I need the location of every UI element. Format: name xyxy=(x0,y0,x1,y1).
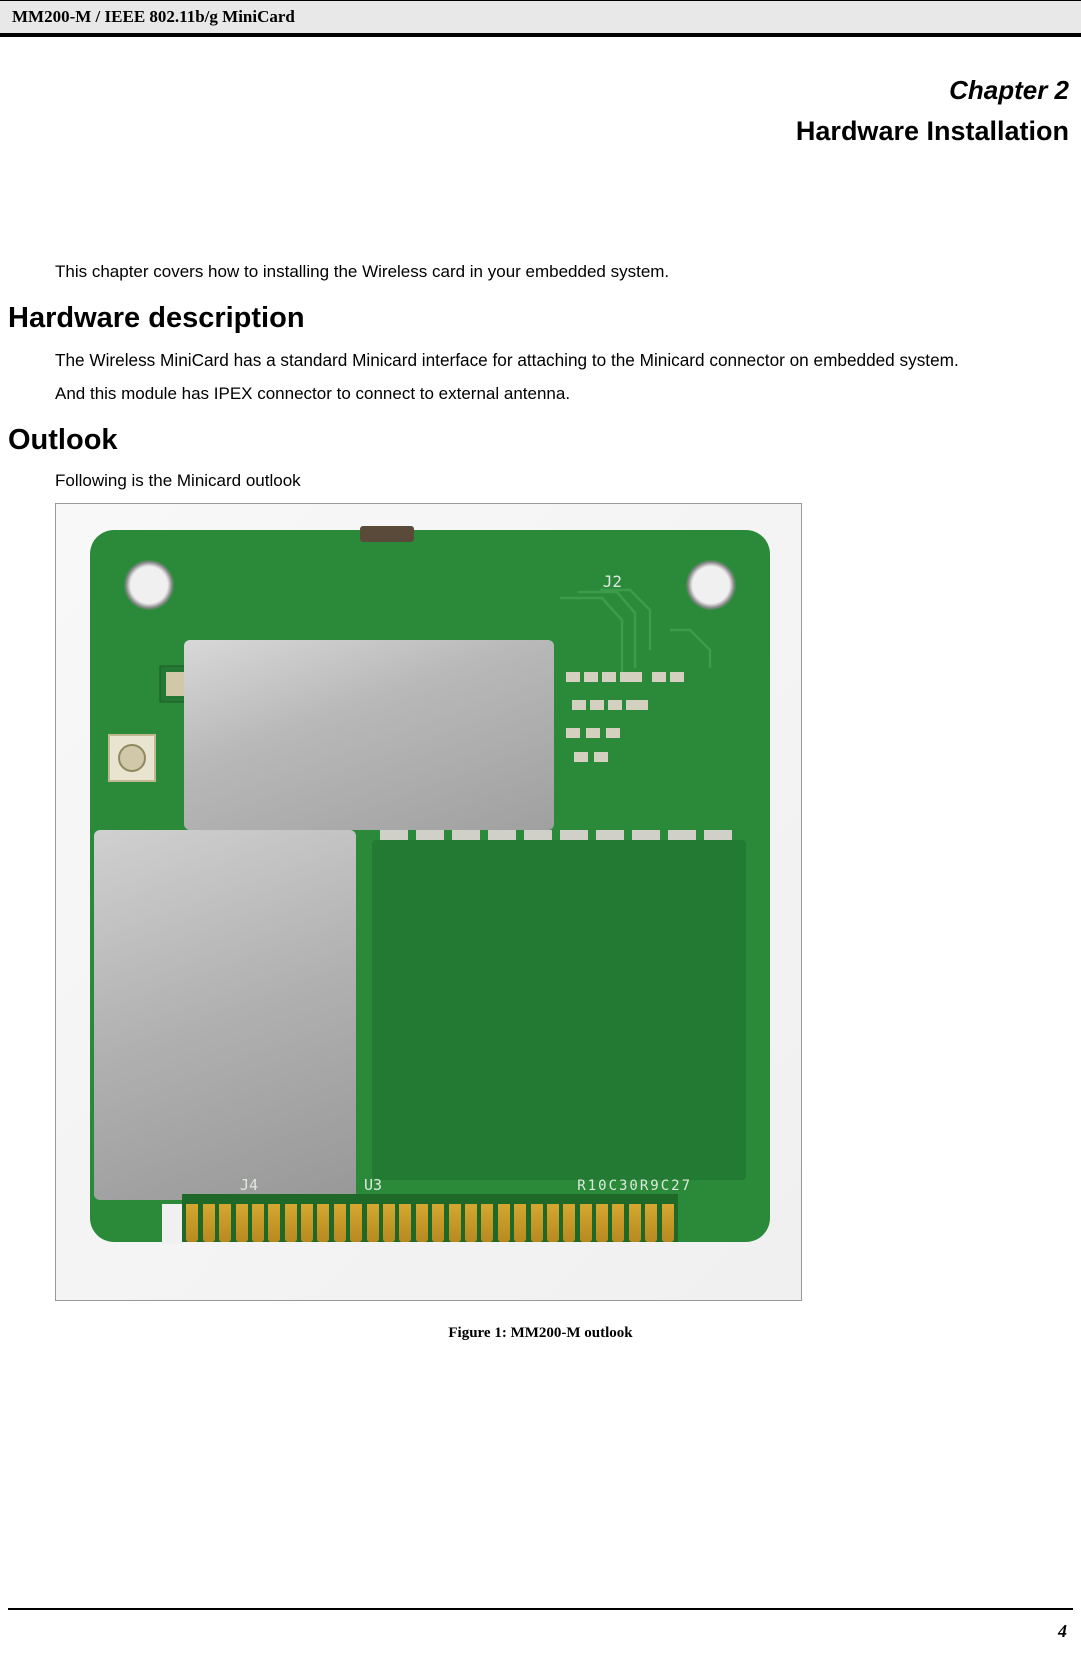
rf-shield-bottom xyxy=(94,830,356,1200)
gold-pin xyxy=(580,1204,592,1242)
header-rule xyxy=(0,34,1081,37)
gold-pin xyxy=(252,1204,264,1242)
pcb-board: J2 J4 U3 R10C30R9C27 xyxy=(90,530,770,1242)
figure-minicard-photo: J2 J4 U3 R10C30R9C27 xyxy=(55,503,802,1301)
gold-pin xyxy=(531,1204,543,1242)
screw-hole-right xyxy=(680,554,742,616)
header-title: MM200-M / IEEE 802.11b/g MiniCard xyxy=(12,7,295,26)
gold-pin xyxy=(203,1204,215,1242)
gold-pin xyxy=(432,1204,444,1242)
edge-connector xyxy=(182,1194,678,1242)
intro-paragraph: This chapter covers how to installing th… xyxy=(55,262,1069,282)
gold-pin xyxy=(498,1204,510,1242)
gold-pin xyxy=(563,1204,575,1242)
gold-pin xyxy=(465,1204,477,1242)
gold-pin xyxy=(186,1204,198,1242)
gold-pin xyxy=(301,1204,313,1242)
gold-pin xyxy=(416,1204,428,1242)
silkscreen-label-j4: J4 xyxy=(240,1176,258,1194)
main-chip-area xyxy=(372,840,746,1180)
document-header: MM200-M / IEEE 802.11b/g MiniCard xyxy=(0,0,1081,34)
section-heading-outlook: Outlook xyxy=(8,424,1081,457)
gold-pin xyxy=(449,1204,461,1242)
page-number: 4 xyxy=(1058,1621,1067,1642)
hardware-paragraph-1: The Wireless MiniCard has a standard Min… xyxy=(55,349,1069,372)
gold-pin xyxy=(399,1204,411,1242)
gold-pin xyxy=(645,1204,657,1242)
silkscreen-label-u3: U3 xyxy=(364,1176,382,1194)
silkscreen-label-j2: J2 xyxy=(603,572,622,591)
gold-pin xyxy=(629,1204,641,1242)
gold-pin xyxy=(317,1204,329,1242)
ipex-connector xyxy=(108,734,156,782)
gold-pin xyxy=(367,1204,379,1242)
rf-shield-top xyxy=(184,640,554,830)
gold-pin xyxy=(219,1204,231,1242)
smd-component-cluster xyxy=(566,672,706,782)
gold-pin xyxy=(334,1204,346,1242)
gold-pin xyxy=(268,1204,280,1242)
gold-pin xyxy=(350,1204,362,1242)
chapter-subtitle: Hardware Installation xyxy=(0,116,1069,147)
silkscreen-label-components: R10C30R9C27 xyxy=(577,1178,692,1194)
footer-rule xyxy=(8,1608,1073,1610)
gold-pin xyxy=(612,1204,624,1242)
gold-pin xyxy=(481,1204,493,1242)
figure-caption: Figure 1: MM200-M outlook xyxy=(0,1325,1081,1342)
gold-pin xyxy=(236,1204,248,1242)
screw-hole-left xyxy=(118,554,180,616)
chapter-title: Chapter 2 xyxy=(0,75,1069,106)
hardware-paragraph-2: And this module has IPEX connector to co… xyxy=(55,384,1069,404)
gold-pin xyxy=(662,1204,674,1242)
outlook-paragraph: Following is the Minicard outlook xyxy=(55,471,1069,491)
gold-pin xyxy=(383,1204,395,1242)
pcb-notch-left xyxy=(162,1204,182,1244)
section-heading-hardware: Hardware description xyxy=(8,302,1081,335)
top-connector xyxy=(360,526,414,542)
ipex-connector-inner xyxy=(118,744,146,772)
gold-pin xyxy=(547,1204,559,1242)
gold-pin xyxy=(514,1204,526,1242)
gold-pin xyxy=(596,1204,608,1242)
gold-pin xyxy=(285,1204,297,1242)
